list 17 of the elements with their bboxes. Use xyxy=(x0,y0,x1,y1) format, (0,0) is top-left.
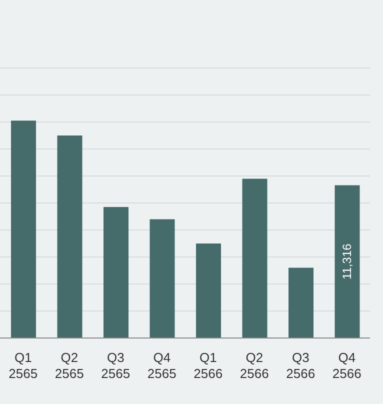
bar xyxy=(242,178,268,338)
bar xyxy=(57,136,82,338)
x-tick-label: Q1 2565 xyxy=(8,350,38,381)
bar xyxy=(150,219,175,338)
bar xyxy=(196,244,221,338)
x-tick-label: Q4 2565 xyxy=(147,350,176,381)
bar xyxy=(334,185,360,338)
x-tick-label: Q1 2566 xyxy=(194,350,223,381)
x-tick-label: Q4 2566 xyxy=(332,350,362,381)
bar xyxy=(288,268,314,338)
bar xyxy=(11,120,36,338)
data-label: 11,316 xyxy=(340,243,354,280)
x-tick-label: Q2 2566 xyxy=(240,350,269,381)
x-tick-label: Q3 2566 xyxy=(286,350,316,381)
bar xyxy=(104,207,128,338)
x-tick-label: Q2 2565 xyxy=(54,350,84,381)
x-tick-label: Q3 2565 xyxy=(101,350,130,381)
